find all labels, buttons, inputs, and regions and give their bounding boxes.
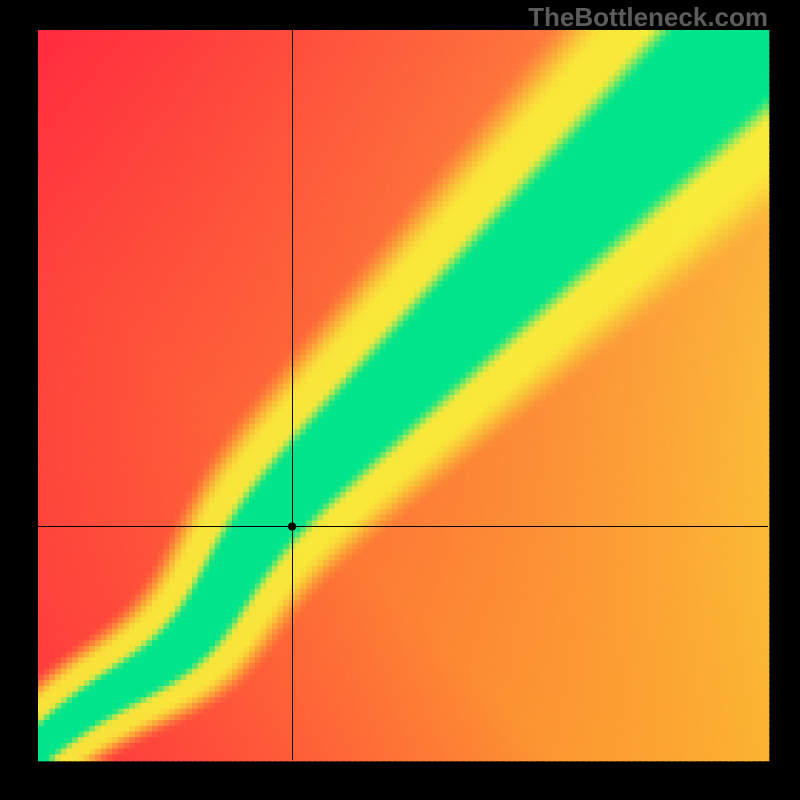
bottleneck-heatmap <box>0 0 800 800</box>
watermark-text: TheBottleneck.com <box>528 2 768 33</box>
chart-container: TheBottleneck.com <box>0 0 800 800</box>
